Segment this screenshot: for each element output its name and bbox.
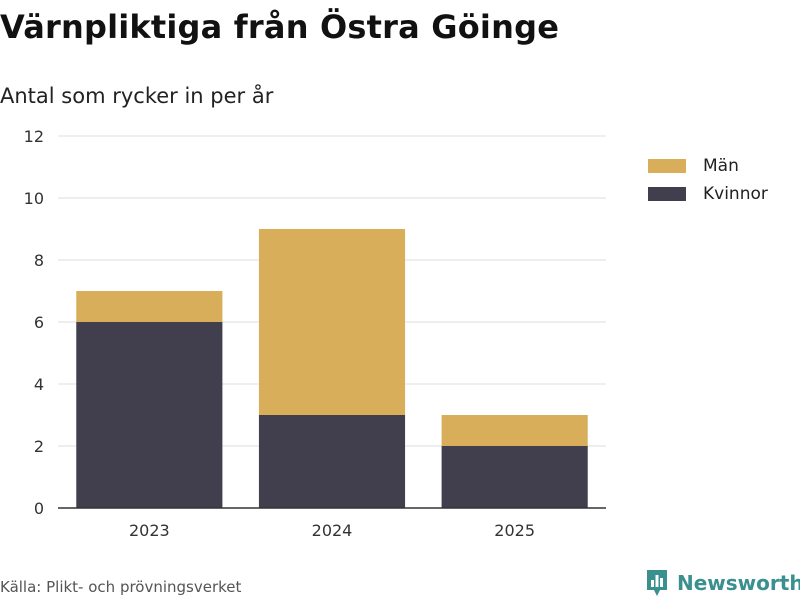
bar-2024-kvinnor	[258, 415, 406, 508]
legend-swatch-kvinnor	[648, 187, 686, 201]
chart-title: Värnpliktiga från Östra Göinge	[0, 8, 560, 46]
brand-name: Newsworthy	[677, 571, 800, 595]
bar-2025-kvinnor	[441, 446, 588, 508]
y-tick-label-2: 2	[34, 437, 44, 456]
y-tick-label-4: 4	[34, 375, 44, 394]
bar-chart-badge-icon	[647, 570, 667, 596]
source-note: Källa: Plikt- och prövningsverket	[0, 578, 242, 596]
y-tick-label-6: 6	[34, 313, 44, 332]
y-tick-label-12: 12	[24, 127, 44, 146]
brand-logo: Newsworthy	[645, 568, 800, 598]
y-tick-label-10: 10	[24, 189, 44, 208]
legend-swatch-man	[648, 159, 686, 173]
x-tick-label-2024: 2024	[312, 521, 353, 540]
legend-item-man: Män	[648, 152, 768, 180]
chart-subtitle: Antal som rycker in per år	[0, 84, 274, 108]
bar-2023-kvinnor	[76, 322, 223, 508]
legend-label-kvinnor: Kvinnor	[703, 184, 768, 204]
bar-2025-m-n	[441, 415, 588, 446]
y-tick-label-8: 8	[34, 251, 44, 270]
bar-2023-m-n	[76, 291, 223, 322]
legend: Män Kvinnor	[648, 152, 768, 208]
y-tick-label-0: 0	[34, 499, 44, 518]
legend-label-man: Män	[703, 156, 739, 176]
legend-item-kvinnor: Kvinnor	[648, 180, 768, 208]
x-tick-label-2025: 2025	[494, 521, 535, 540]
bar-2024-m-n	[258, 229, 406, 415]
x-tick-label-2023: 2023	[129, 521, 170, 540]
